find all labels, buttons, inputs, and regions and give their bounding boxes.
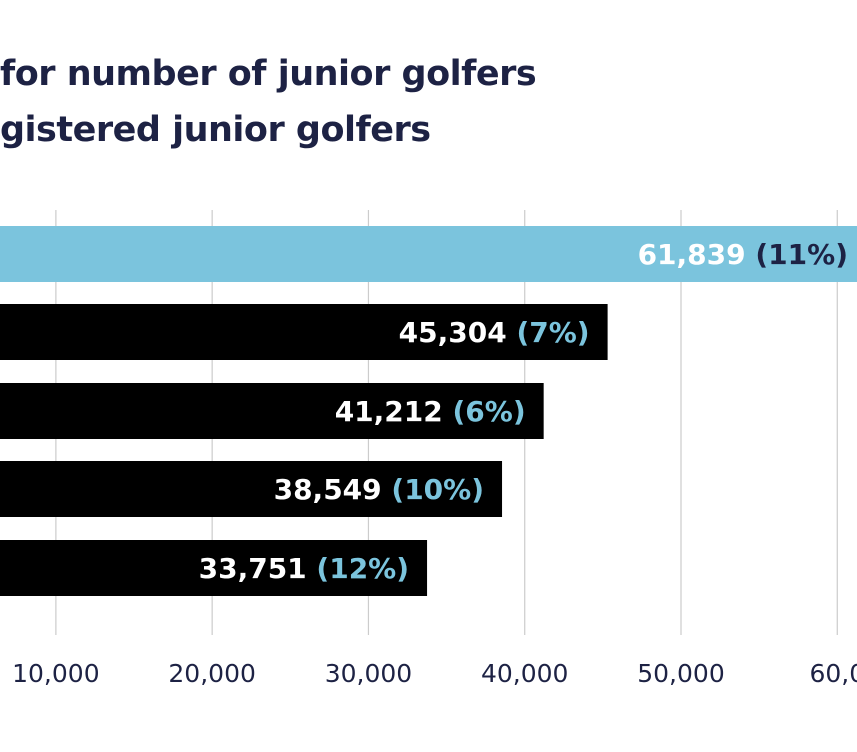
- bar-highlight: [0, 226, 857, 282]
- bar-data-label: 45,304 (7%): [399, 316, 590, 349]
- bar-percent-label: (11%): [746, 238, 848, 271]
- chart-title-line-2: gistered junior golfers: [0, 110, 431, 150]
- bar-value-label: 45,304: [399, 316, 507, 349]
- bar: [0, 540, 428, 596]
- bar-percent-label: (7%): [507, 316, 590, 349]
- bar-value-label: 41,212: [335, 395, 443, 428]
- x-tick-label: 10,000: [12, 659, 99, 688]
- x-tick-label: 50,000: [637, 659, 724, 688]
- bar-percent-label: (6%): [443, 395, 526, 428]
- x-tick-label: 60,0: [809, 659, 857, 688]
- bar: [0, 304, 608, 360]
- bar-data-label: 61,839 (11%): [638, 238, 848, 271]
- chart-title-line-1: for number of junior golfers: [0, 54, 537, 94]
- x-tick-label: 20,000: [168, 659, 255, 688]
- bar-value-label: 38,549: [274, 473, 382, 506]
- bar-data-label: 38,549 (10%): [274, 473, 484, 506]
- bar-value-label: 61,839: [638, 238, 746, 271]
- x-tick-label: 30,000: [325, 659, 412, 688]
- bar-value-label: 33,751: [199, 552, 307, 585]
- bar: [0, 461, 503, 517]
- bar-data-label: 33,751 (12%): [199, 552, 409, 585]
- bar: [0, 383, 544, 439]
- bar-percent-label: (12%): [307, 552, 409, 585]
- x-tick-label: 40,000: [481, 659, 568, 688]
- bar-percent-label: (10%): [382, 473, 484, 506]
- bar-data-label: 41,212 (6%): [335, 395, 526, 428]
